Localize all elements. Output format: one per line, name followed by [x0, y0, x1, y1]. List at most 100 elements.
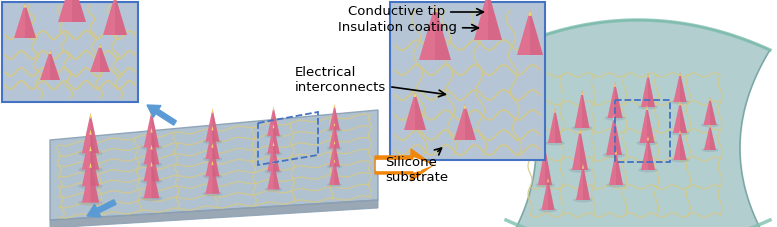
Polygon shape [329, 141, 340, 167]
Polygon shape [576, 164, 590, 200]
Ellipse shape [327, 183, 342, 187]
FancyArrow shape [147, 105, 176, 125]
Polygon shape [144, 162, 159, 198]
Polygon shape [709, 124, 711, 127]
Polygon shape [23, 3, 26, 7]
Polygon shape [144, 128, 159, 164]
Ellipse shape [203, 157, 222, 162]
Polygon shape [679, 101, 681, 105]
Polygon shape [674, 130, 687, 160]
Polygon shape [274, 160, 280, 189]
Polygon shape [151, 128, 152, 133]
Polygon shape [82, 146, 99, 186]
Polygon shape [90, 113, 99, 153]
Polygon shape [49, 50, 51, 54]
Ellipse shape [603, 152, 625, 158]
FancyArrow shape [375, 149, 433, 181]
Polygon shape [674, 72, 687, 102]
Polygon shape [614, 115, 622, 155]
Polygon shape [335, 104, 340, 130]
Polygon shape [641, 73, 655, 107]
Polygon shape [82, 163, 99, 203]
Polygon shape [538, 147, 552, 185]
Polygon shape [25, 3, 36, 38]
Polygon shape [646, 105, 648, 110]
Polygon shape [414, 158, 432, 172]
Polygon shape [58, 0, 86, 22]
Ellipse shape [78, 200, 103, 206]
Ellipse shape [327, 146, 342, 150]
Polygon shape [545, 147, 552, 185]
Polygon shape [100, 44, 110, 72]
Polygon shape [574, 90, 590, 128]
Polygon shape [329, 123, 340, 148]
Polygon shape [613, 115, 615, 120]
Polygon shape [90, 44, 110, 72]
Ellipse shape [141, 145, 162, 150]
Ellipse shape [141, 162, 162, 167]
Ellipse shape [78, 167, 103, 173]
Polygon shape [581, 90, 583, 95]
Bar [2, 2, 138, 102]
Text: Electrical
interconnects: Electrical interconnects [295, 66, 445, 97]
Ellipse shape [545, 141, 565, 146]
Polygon shape [703, 97, 716, 125]
Polygon shape [335, 141, 340, 167]
Polygon shape [454, 104, 476, 140]
Polygon shape [639, 105, 654, 143]
Polygon shape [474, 0, 502, 40]
Polygon shape [641, 136, 655, 170]
Polygon shape [82, 130, 99, 170]
Polygon shape [151, 111, 152, 116]
Ellipse shape [671, 158, 689, 162]
Polygon shape [506, 20, 770, 227]
Polygon shape [50, 200, 378, 227]
Polygon shape [647, 105, 654, 143]
Polygon shape [90, 130, 99, 170]
Polygon shape [274, 142, 280, 172]
Polygon shape [542, 178, 555, 210]
Polygon shape [40, 50, 60, 80]
Polygon shape [548, 178, 555, 210]
Polygon shape [211, 143, 214, 148]
Polygon shape [211, 126, 214, 130]
Polygon shape [115, 0, 127, 35]
Polygon shape [548, 108, 562, 143]
Polygon shape [205, 109, 219, 142]
Polygon shape [616, 150, 623, 185]
Polygon shape [606, 115, 622, 155]
Polygon shape [329, 104, 340, 130]
Polygon shape [274, 106, 280, 136]
Polygon shape [211, 109, 214, 113]
Polygon shape [544, 147, 546, 152]
Polygon shape [99, 44, 102, 48]
Polygon shape [211, 161, 214, 165]
Polygon shape [648, 73, 655, 107]
Polygon shape [103, 0, 127, 35]
Polygon shape [547, 178, 549, 182]
Polygon shape [267, 160, 280, 189]
Polygon shape [334, 104, 335, 108]
Polygon shape [144, 145, 159, 181]
Polygon shape [679, 130, 681, 134]
Ellipse shape [78, 183, 103, 189]
Polygon shape [415, 92, 426, 130]
Polygon shape [530, 10, 543, 55]
Polygon shape [404, 92, 426, 130]
Ellipse shape [572, 125, 593, 131]
Polygon shape [212, 143, 219, 176]
Ellipse shape [636, 140, 657, 146]
Ellipse shape [605, 115, 625, 121]
Polygon shape [609, 150, 623, 185]
Polygon shape [413, 92, 416, 97]
Polygon shape [528, 10, 531, 16]
Polygon shape [582, 164, 584, 169]
Ellipse shape [535, 183, 555, 188]
Polygon shape [704, 124, 716, 150]
Polygon shape [433, 5, 437, 12]
Polygon shape [517, 10, 543, 55]
Ellipse shape [573, 197, 593, 202]
Ellipse shape [265, 169, 282, 174]
Polygon shape [82, 113, 99, 153]
Polygon shape [212, 161, 219, 194]
